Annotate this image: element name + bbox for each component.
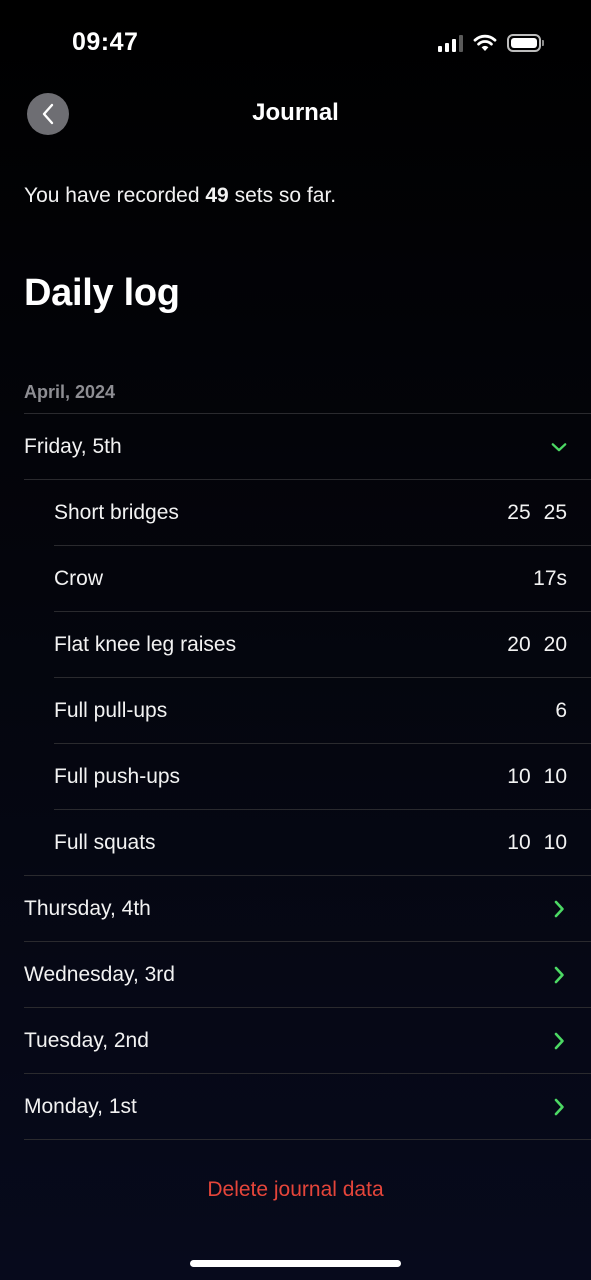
section-heading: Daily log (24, 272, 180, 314)
day-row-wednesday[interactable]: Wednesday, 3rd (24, 942, 591, 1008)
exercise-values: 17s (533, 567, 567, 591)
day-row-friday[interactable]: Friday, 5th (24, 414, 591, 480)
set-value: 20 (543, 632, 567, 656)
set-value: 10 (507, 764, 531, 788)
set-value: 10 (507, 830, 531, 854)
month-label: April, 2024 (24, 382, 116, 402)
chevron-right-icon (551, 900, 567, 917)
back-button[interactable] (27, 93, 69, 135)
set-value: 10 (543, 830, 567, 854)
set-value: 20 (507, 632, 531, 656)
battery-icon (507, 34, 544, 52)
exercise-name: Crow (54, 566, 104, 590)
exercise-values: 10 10 (507, 831, 567, 855)
delete-journal-button[interactable]: Delete journal data (207, 1178, 384, 1201)
day-label: Monday, 1st (24, 1094, 137, 1118)
chevron-right-icon (551, 1098, 567, 1115)
wifi-icon (473, 34, 497, 51)
status-time: 09:47 (72, 28, 139, 56)
chevron-left-icon (42, 103, 54, 125)
day-row-monday[interactable]: Monday, 1st (24, 1074, 591, 1140)
page-title: Journal (252, 99, 339, 126)
day-entries: Short bridges 25 25 Crow 17s Flat knee l… (24, 480, 591, 876)
list-item: Flat knee leg raises 20 20 (54, 612, 591, 678)
home-indicator[interactable] (190, 1260, 401, 1267)
chevron-right-icon (551, 1032, 567, 1049)
set-value: 10 (543, 764, 567, 788)
sets-count: 49 (205, 184, 229, 207)
list-item: Short bridges 25 25 (54, 480, 591, 546)
day-row-tuesday[interactable]: Tuesday, 2nd (24, 1008, 591, 1074)
day-row-thursday[interactable]: Thursday, 4th (24, 876, 591, 942)
exercise-name: Full pull-ups (54, 698, 168, 722)
day-label: Tuesday, 2nd (24, 1028, 149, 1052)
set-value: 25 (543, 500, 567, 524)
summary-prefix: You have recorded (24, 184, 206, 207)
exercise-name: Flat knee leg raises (54, 632, 237, 656)
daily-log-list: Friday, 5th Short bridges 25 25 Crow 17s… (24, 413, 591, 1140)
exercise-name: Full push-ups (54, 764, 181, 788)
status-icons (438, 34, 544, 52)
day-label: Friday, 5th (24, 434, 122, 458)
day-label: Wednesday, 3rd (24, 962, 175, 986)
summary-suffix: sets so far. (228, 184, 337, 207)
list-item: Full squats 10 10 (54, 810, 591, 875)
exercise-values: 25 25 (507, 501, 567, 525)
list-item: Crow 17s (54, 546, 591, 612)
set-value: 6 (555, 698, 567, 722)
set-value: 25 (507, 500, 531, 524)
exercise-name: Short bridges (54, 500, 179, 524)
set-value: 17s (533, 566, 567, 590)
status-bar: 09:47 (0, 0, 591, 88)
exercise-values: 10 10 (507, 765, 567, 789)
chevron-right-icon (551, 966, 567, 983)
exercise-values: 20 20 (507, 633, 567, 657)
sets-summary: You have recorded 49 sets so far. (24, 184, 336, 208)
cellular-signal-icon (438, 34, 463, 52)
list-item: Full pull-ups 6 (54, 678, 591, 744)
chevron-down-icon (551, 439, 567, 455)
list-item: Full push-ups 10 10 (54, 744, 591, 810)
exercise-name: Full squats (54, 830, 156, 854)
day-label: Thursday, 4th (24, 896, 151, 920)
exercise-values: 6 (555, 699, 567, 723)
